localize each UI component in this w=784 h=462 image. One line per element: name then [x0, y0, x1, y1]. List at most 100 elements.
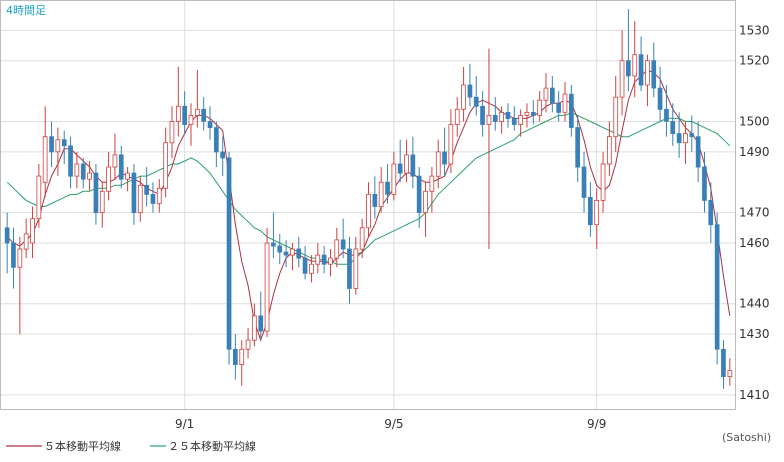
candle-body-down — [550, 87, 555, 104]
candle — [68, 136, 73, 189]
candle-body-down — [575, 127, 581, 168]
candle-body-up — [607, 136, 612, 165]
candle-body-up — [23, 233, 29, 250]
candle — [366, 182, 371, 237]
candle — [467, 63, 473, 107]
candle-body-down — [416, 175, 422, 213]
candle — [49, 121, 54, 168]
candle — [112, 133, 118, 180]
legend-label-ma25: ２５本移動平均線 — [168, 439, 256, 453]
candle-body-up — [727, 370, 733, 377]
candle — [404, 139, 409, 183]
candle-body-down — [626, 60, 631, 77]
candle — [245, 328, 251, 359]
candle — [55, 127, 61, 177]
candle-body-down — [80, 163, 86, 180]
candle-body-down — [511, 118, 517, 125]
legend: ５本移動平均線 ２５本移動平均線 — [6, 439, 256, 453]
candle-body-down — [201, 108, 206, 122]
candle — [201, 97, 206, 131]
candle — [302, 246, 308, 280]
y-tick-label: 1460 — [739, 236, 770, 250]
candle — [106, 151, 111, 201]
candle — [626, 9, 631, 92]
candle-body-down — [207, 121, 213, 128]
candle — [442, 127, 447, 177]
candle-body-down — [340, 239, 346, 250]
candle — [23, 218, 29, 259]
candle — [600, 151, 606, 213]
candle — [150, 182, 156, 213]
candle — [163, 127, 168, 198]
x-tick-label: 9/5 — [384, 417, 403, 431]
candle — [511, 106, 517, 131]
candle — [537, 91, 543, 122]
candle — [42, 106, 48, 198]
candle — [207, 106, 213, 140]
candle-body-down — [68, 145, 73, 177]
candle — [410, 136, 416, 189]
candle — [321, 246, 327, 274]
candle — [270, 212, 276, 259]
candle-body-up — [99, 190, 105, 214]
candle-body-up — [169, 121, 175, 144]
candle — [423, 182, 428, 237]
candle — [61, 130, 67, 164]
candle — [588, 182, 593, 237]
candle-body-down — [385, 181, 390, 195]
candle-body-down — [651, 60, 657, 89]
candle — [518, 109, 524, 137]
candle-body-up — [290, 248, 295, 256]
candle-body-up — [251, 315, 257, 341]
candle-body-down — [372, 193, 378, 207]
candle — [397, 139, 403, 183]
y-tick-label: 1520 — [739, 54, 770, 68]
candle-body-up — [194, 108, 200, 116]
candle — [632, 21, 638, 98]
candle — [11, 227, 16, 289]
candle — [213, 121, 219, 168]
candle — [714, 212, 720, 365]
candle — [435, 139, 441, 189]
y-tick-label: 1430 — [739, 327, 770, 341]
candle — [524, 103, 530, 128]
candle — [251, 303, 257, 347]
candle-body-down — [676, 133, 682, 144]
candle-body-down — [277, 245, 283, 253]
candle — [36, 164, 42, 228]
candle-body-up — [366, 193, 371, 229]
candle — [531, 100, 536, 125]
candle-body-up — [645, 60, 650, 86]
candle-body-down — [689, 133, 695, 138]
candle-body-down — [283, 251, 289, 256]
candle-body-down — [296, 248, 302, 259]
candle — [695, 121, 701, 183]
candle-body-down — [410, 154, 416, 177]
candle — [708, 182, 714, 243]
candle-body-up — [30, 218, 35, 244]
candle-body-down — [480, 105, 485, 125]
candle — [296, 236, 302, 268]
x-tick-label: 9/9 — [587, 417, 606, 431]
candle-body-down — [4, 227, 10, 244]
candle-body-up — [486, 115, 492, 125]
candle — [156, 179, 162, 213]
candle — [359, 218, 365, 259]
candle-body-down — [467, 84, 473, 98]
candle — [194, 69, 200, 128]
y-tick-label: 1530 — [739, 23, 770, 37]
candle-body-down — [664, 108, 669, 122]
candle — [569, 85, 574, 137]
candle-body-down — [708, 199, 714, 226]
candle — [492, 97, 498, 131]
candle-body-up — [683, 133, 688, 144]
candle-body-up — [499, 112, 505, 122]
candle-body-up — [632, 54, 638, 77]
candle — [283, 239, 289, 268]
candle-body-up — [55, 139, 61, 153]
candle-body-up — [461, 84, 466, 110]
candle-body-down — [702, 166, 707, 201]
candle — [175, 66, 181, 137]
candle-body-up — [537, 99, 543, 116]
candle — [125, 167, 130, 192]
